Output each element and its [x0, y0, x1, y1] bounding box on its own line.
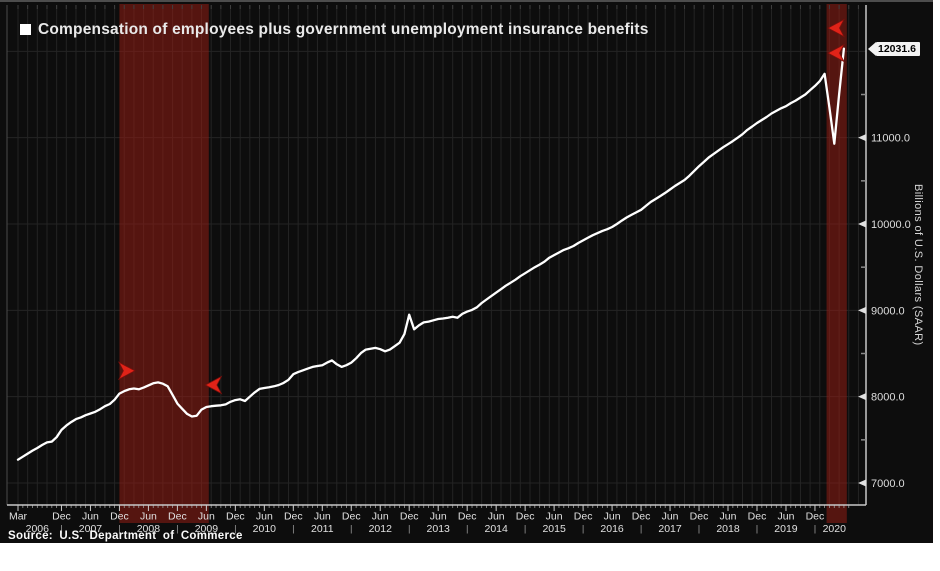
svg-text:|: | — [292, 524, 294, 535]
chart-legend: Compensation of employees plus governmen… — [20, 21, 649, 39]
svg-text:|: | — [756, 524, 758, 535]
svg-text:|: | — [814, 524, 816, 535]
svg-text:Jun: Jun — [256, 511, 273, 523]
svg-text:2020: 2020 — [823, 523, 847, 535]
svg-text:|: | — [698, 524, 700, 535]
plot-svg: Mar Dec Jun Dec Jun Dec Jun Dec Jun Dec Jun Dec Jun D… — [6, 4, 911, 535]
svg-text:Dec: Dec — [516, 511, 535, 523]
svg-text:2017: 2017 — [658, 523, 682, 535]
svg-text:|: | — [640, 524, 642, 535]
svg-text:Jun: Jun — [82, 511, 99, 523]
svg-text:2007: 2007 — [79, 523, 103, 535]
svg-text:Jun: Jun — [488, 511, 505, 523]
svg-text:9000.0: 9000.0 — [871, 305, 905, 317]
svg-text:|: | — [408, 524, 410, 535]
svg-text:|: | — [234, 524, 236, 535]
svg-text:2011: 2011 — [311, 523, 334, 535]
svg-text:Jun: Jun — [314, 511, 331, 523]
svg-text:7000.0: 7000.0 — [871, 478, 905, 490]
svg-text:2013: 2013 — [427, 523, 451, 535]
svg-text:Jun: Jun — [546, 511, 563, 523]
svg-text:2015: 2015 — [542, 523, 566, 535]
svg-text:|: | — [524, 524, 526, 535]
svg-text:8000.0: 8000.0 — [871, 392, 905, 404]
svg-text:|: | — [176, 524, 178, 535]
svg-text:Dec: Dec — [168, 511, 187, 523]
svg-text:2009: 2009 — [195, 523, 219, 535]
svg-text:|: | — [60, 524, 62, 535]
svg-text:Jun: Jun — [604, 511, 621, 523]
y-axis-title: Billions of U.S. Dollars (SAAR) — [912, 184, 924, 346]
svg-text:2019: 2019 — [774, 523, 798, 535]
svg-text:2014: 2014 — [484, 523, 508, 535]
svg-text:2008: 2008 — [137, 523, 161, 535]
last-value-label: 12031.6 — [868, 42, 920, 56]
svg-text:Jun: Jun — [430, 511, 447, 523]
chart-title: Compensation of employees plus governmen… — [38, 21, 649, 38]
svg-text:Jun: Jun — [662, 511, 679, 523]
svg-text:|: | — [350, 524, 352, 535]
svg-text:2006: 2006 — [26, 523, 50, 535]
svg-text:2012: 2012 — [369, 523, 393, 535]
svg-text:Dec: Dec — [574, 511, 593, 523]
svg-text:|: | — [118, 524, 120, 535]
bloomberg-chart: Mar Dec Jun Dec Jun Dec Jun Dec Jun Dec Jun Dec Jun D… — [0, 0, 933, 543]
svg-text:Dec: Dec — [806, 511, 825, 523]
svg-text:Dec: Dec — [748, 511, 767, 523]
svg-text:|: | — [582, 524, 584, 535]
svg-text:11000.0: 11000.0 — [871, 133, 910, 145]
svg-text:2016: 2016 — [600, 523, 624, 535]
svg-text:Mar: Mar — [9, 511, 28, 523]
label-notch-icon — [868, 42, 876, 56]
svg-text:Jun: Jun — [198, 511, 215, 523]
last-value-text: 12031.6 — [876, 42, 920, 56]
svg-text:Dec: Dec — [110, 511, 129, 523]
svg-text:Dec: Dec — [632, 511, 651, 523]
svg-text:Jun: Jun — [140, 511, 157, 523]
source-attribution: Source: U.S. Department of Commerce — [8, 530, 243, 542]
svg-text:Dec: Dec — [690, 511, 709, 523]
svg-text:2018: 2018 — [716, 523, 740, 535]
svg-text:Dec: Dec — [284, 511, 303, 523]
legend-swatch-icon — [20, 24, 31, 35]
svg-text:Jun: Jun — [720, 511, 737, 523]
svg-text:Jun: Jun — [372, 511, 389, 523]
svg-text:Dec: Dec — [400, 511, 419, 523]
svg-text:|: | — [466, 524, 468, 535]
svg-text:Dec: Dec — [52, 511, 71, 523]
svg-text:Jun: Jun — [778, 511, 795, 523]
svg-text:2010: 2010 — [253, 523, 277, 535]
svg-text:Dec: Dec — [226, 511, 245, 523]
svg-text:10000.0: 10000.0 — [871, 219, 911, 231]
svg-text:Dec: Dec — [342, 511, 361, 523]
svg-text:Dec: Dec — [458, 511, 477, 523]
